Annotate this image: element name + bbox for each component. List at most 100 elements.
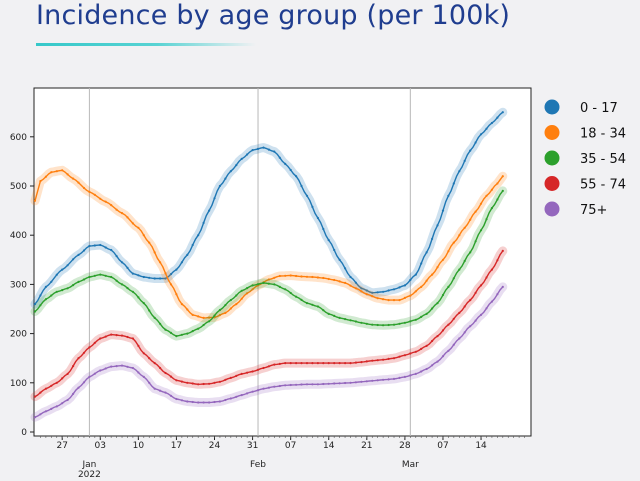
data-point	[251, 288, 254, 291]
data-point	[344, 318, 347, 321]
data-point	[365, 322, 368, 325]
data-point	[349, 275, 352, 279]
legend-label: 0 - 17	[580, 101, 618, 116]
x-tick-label: 24	[209, 441, 221, 451]
data-point	[376, 291, 379, 294]
y-tick-label: 600	[10, 133, 27, 143]
data-point	[360, 290, 363, 293]
data-point	[311, 205, 314, 208]
data-point	[469, 218, 472, 221]
data-point	[159, 366, 162, 370]
data-point	[148, 276, 151, 279]
data-point	[44, 285, 48, 288]
data-point	[469, 325, 472, 328]
data-point	[164, 277, 167, 280]
data-point	[490, 121, 493, 125]
data-point	[344, 281, 347, 284]
data-point	[354, 281, 357, 284]
data-point	[496, 182, 499, 185]
data-point	[414, 290, 417, 293]
data-point	[240, 394, 243, 397]
x-tick-label: 03	[95, 441, 106, 451]
data-point	[300, 362, 303, 365]
data-point	[82, 249, 86, 252]
data-point	[354, 320, 357, 323]
data-point	[398, 376, 401, 379]
data-point	[224, 398, 227, 402]
data-point	[142, 302, 145, 305]
data-point	[197, 401, 200, 404]
data-point	[382, 358, 385, 361]
data-point	[458, 170, 461, 173]
data-point	[256, 389, 260, 392]
data-point	[496, 198, 499, 201]
y-tick-label: 400	[10, 231, 27, 241]
series-35-54	[30, 186, 508, 341]
data-point	[120, 212, 124, 215]
data-point	[88, 275, 91, 279]
data-point	[452, 241, 455, 244]
data-point	[354, 381, 357, 384]
data-point	[208, 316, 211, 319]
data-point	[452, 182, 455, 185]
data-point	[289, 168, 292, 172]
data-point	[420, 285, 423, 288]
data-point	[148, 309, 151, 312]
data-point	[387, 289, 390, 292]
data-point	[479, 133, 483, 136]
data-point	[441, 329, 445, 332]
data-point	[110, 365, 113, 368]
data-point	[273, 276, 276, 279]
data-point	[452, 277, 455, 280]
data-point	[153, 316, 156, 319]
data-point	[414, 318, 417, 321]
data-point	[175, 335, 178, 338]
data-point	[180, 380, 183, 383]
data-point	[300, 184, 303, 188]
data-point	[376, 297, 379, 300]
data-point	[186, 332, 189, 335]
data-point	[61, 289, 64, 292]
data-point	[333, 362, 336, 365]
data-point	[376, 323, 379, 327]
data-point	[180, 303, 183, 306]
data-point	[262, 146, 265, 149]
data-point	[159, 322, 162, 325]
data-point	[61, 377, 64, 380]
y-tick-label: 200	[10, 330, 27, 340]
data-point	[349, 319, 352, 322]
data-point	[349, 381, 352, 384]
data-point	[99, 273, 102, 276]
data-point	[126, 216, 129, 219]
data-point	[392, 299, 396, 302]
data-point	[142, 375, 145, 378]
data-point	[409, 320, 412, 323]
series-18-34	[30, 165, 508, 323]
data-point	[197, 383, 200, 386]
x-tick-label: 10	[133, 441, 145, 451]
legend-marker	[544, 125, 560, 140]
data-point	[55, 290, 58, 293]
data-point	[126, 335, 129, 339]
data-point	[414, 273, 417, 276]
data-point	[300, 298, 303, 301]
data-point	[191, 400, 194, 404]
data-point	[284, 384, 287, 387]
data-point	[142, 275, 145, 279]
data-point	[120, 283, 124, 286]
data-point	[224, 378, 227, 381]
legend-marker	[544, 176, 560, 191]
data-point	[392, 357, 396, 360]
data-point	[180, 261, 183, 264]
legend-marker	[544, 99, 560, 115]
data-point	[273, 363, 276, 366]
data-point	[213, 400, 216, 404]
data-point	[61, 402, 64, 405]
data-point	[305, 362, 309, 365]
data-point	[425, 251, 428, 254]
data-point	[305, 194, 309, 197]
data-point	[398, 322, 401, 325]
data-point	[191, 313, 194, 316]
legend-label: 75+	[580, 203, 607, 218]
data-point	[77, 253, 80, 256]
